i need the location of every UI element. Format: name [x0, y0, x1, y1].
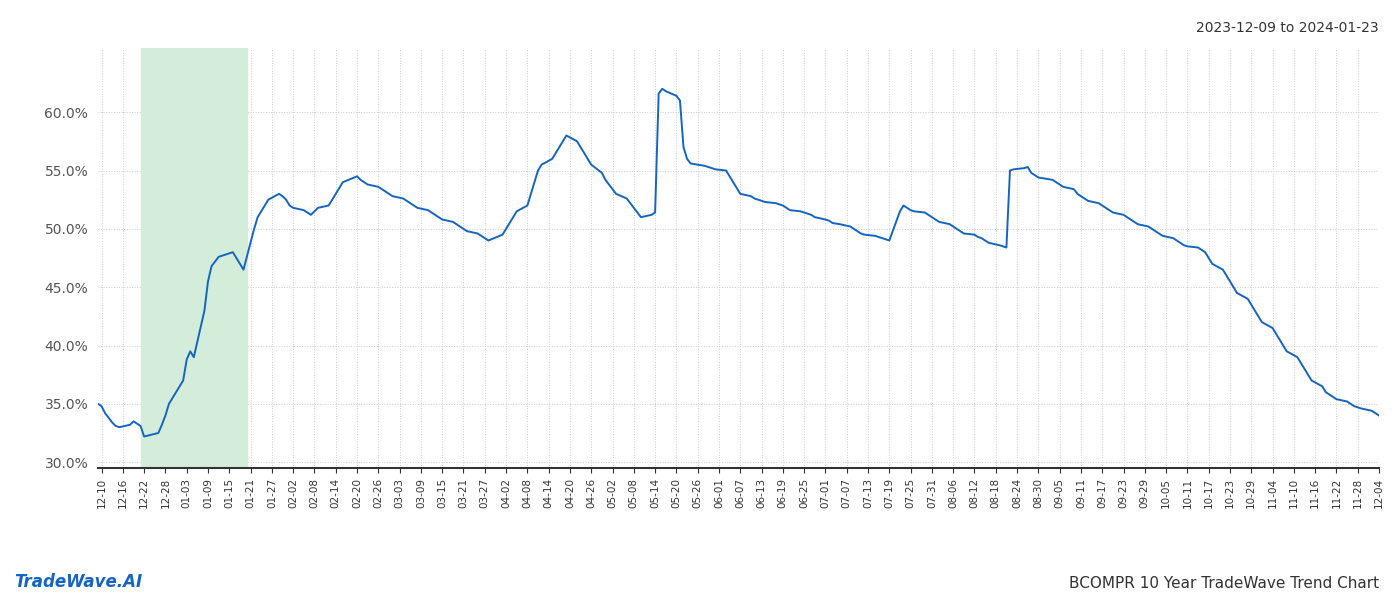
- Bar: [140, 48, 246, 468]
- Text: BCOMPR 10 Year TradeWave Trend Chart: BCOMPR 10 Year TradeWave Trend Chart: [1068, 576, 1379, 591]
- Text: 2023-12-09 to 2024-01-23: 2023-12-09 to 2024-01-23: [1197, 21, 1379, 35]
- Text: TradeWave.AI: TradeWave.AI: [14, 573, 143, 591]
